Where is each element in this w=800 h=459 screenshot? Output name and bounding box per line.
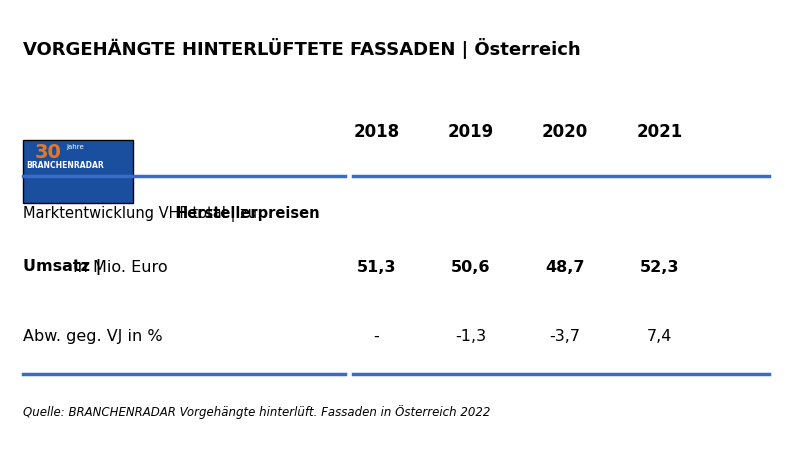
Text: 52,3: 52,3 [640,260,679,275]
Text: 48,7: 48,7 [546,260,585,275]
Text: -: - [374,329,379,344]
Text: -3,7: -3,7 [550,329,581,344]
Text: 2019: 2019 [448,123,494,140]
Text: Herstellerpreisen: Herstellerpreisen [176,207,321,221]
Text: 2018: 2018 [354,123,399,140]
Text: 2020: 2020 [542,123,588,140]
Text: jahre: jahre [66,144,84,150]
Text: 7,4: 7,4 [646,329,672,344]
Text: 51,3: 51,3 [357,260,396,275]
Text: Marktentwicklung VHF total | zu: Marktentwicklung VHF total | zu [22,206,262,222]
Text: 50,6: 50,6 [451,260,490,275]
Text: Quelle: BRANCHENRADAR Vorgehängte hinterlüft. Fassaden in Österreich 2022: Quelle: BRANCHENRADAR Vorgehängte hinter… [22,405,490,419]
Text: 30: 30 [34,143,62,162]
Text: -1,3: -1,3 [455,329,486,344]
Text: VORGEHÄNGTE HINTERLÜFTETE FASSADEN | Österreich: VORGEHÄNGTE HINTERLÜFTETE FASSADEN | Öst… [22,38,580,59]
Text: in Mio. Euro: in Mio. Euro [68,260,167,275]
Text: BRANCHENRADAR: BRANCHENRADAR [26,161,104,169]
Text: Abw. geg. VJ in %: Abw. geg. VJ in % [22,329,162,344]
FancyBboxPatch shape [22,140,133,203]
Text: 2021: 2021 [636,123,682,140]
Text: Umsatz |: Umsatz | [22,259,101,275]
